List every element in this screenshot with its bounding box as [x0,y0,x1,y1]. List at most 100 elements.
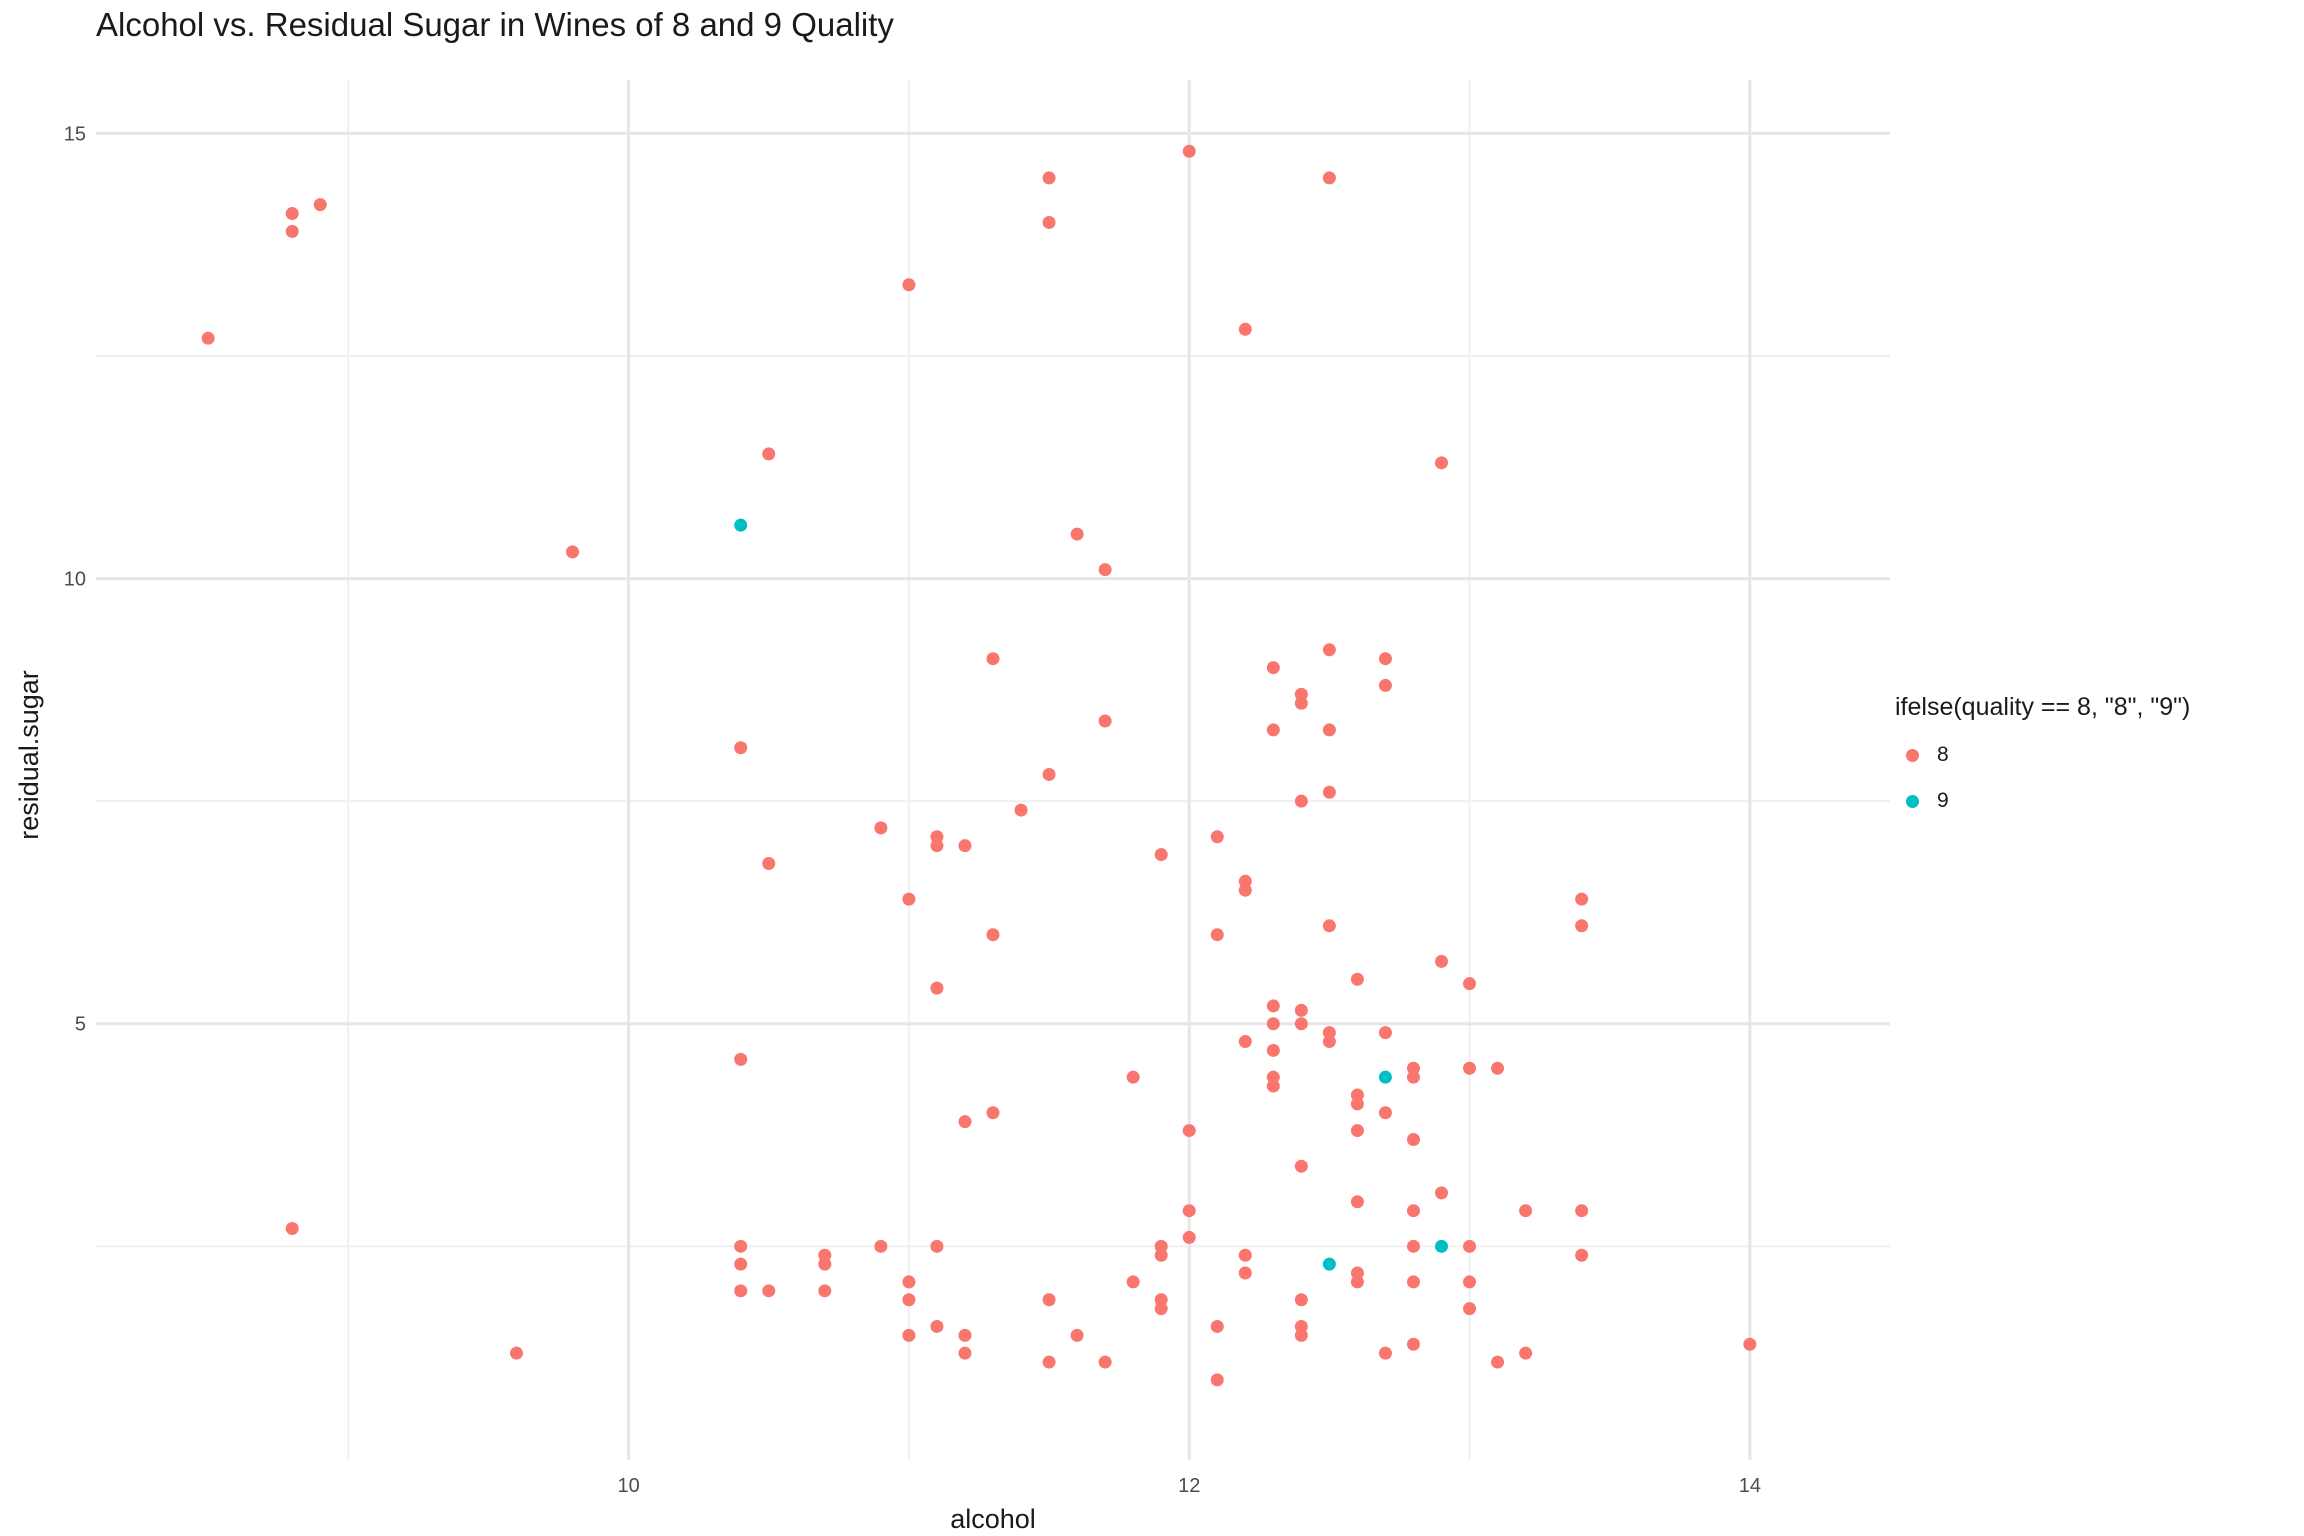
data-point-series-8 [902,892,916,906]
data-point-series-8 [1126,1070,1140,1084]
data-point-series-8 [1238,322,1252,336]
data-point-series-8 [958,839,972,853]
data-point-series-8 [1491,1355,1505,1369]
data-point-series-8 [1378,678,1392,692]
chart-title: Alcohol vs. Residual Sugar in Wines of 8… [96,6,894,43]
data-point-series-8 [1406,1239,1420,1253]
data-point-series-8 [1435,456,1448,470]
data-point-series-8 [1463,1275,1477,1289]
data-point-series-8 [566,545,580,559]
data-point-series-8 [1294,1293,1308,1307]
data-point-series-8 [1350,1195,1364,1209]
data-point-series-8 [1294,696,1308,710]
data-point-series-8 [902,1275,916,1289]
y-tick-label: 10 [64,569,86,591]
data-point-series-8 [1406,1275,1420,1289]
data-point-series-8 [1238,1266,1252,1280]
data-point-series-8 [201,331,215,345]
y-tick-label: 15 [64,123,86,145]
data-point-series-8 [1322,1026,1336,1040]
data-point-series-8 [1042,1355,1056,1369]
data-point-series-8 [1294,794,1308,808]
data-point-series-8 [1266,1043,1280,1057]
data-point-series-8 [1098,563,1112,577]
data-point-series-8 [734,1284,748,1298]
data-point-series-8 [818,1284,832,1298]
legend-label: 9 [1937,789,1949,812]
data-point-series-8 [1266,1079,1280,1093]
data-point-series-8 [1154,1239,1168,1253]
data-point-series-8 [762,856,776,870]
data-point-series-8 [1266,999,1280,1013]
data-point-series-8 [986,1106,1000,1120]
legend-label: 8 [1937,743,1949,766]
legend-dot-icon [1905,794,1919,808]
data-points [201,144,1757,1387]
data-point-series-8 [1322,643,1336,657]
data-point-series-8 [1463,977,1477,991]
data-point-series-8 [1350,1124,1364,1138]
data-point-series-8 [1435,954,1448,968]
data-point-series-8 [958,1115,972,1129]
data-point-series-8 [1350,1097,1364,1111]
data-point-series-8 [734,741,748,755]
x-tick-label: 14 [1739,1475,1761,1497]
data-point-series-8 [1378,652,1392,666]
data-point-series-8 [1519,1346,1533,1360]
data-point-series-8 [1126,1275,1140,1289]
data-point-series-8 [734,1239,748,1253]
data-point-series-9 [1435,1239,1448,1253]
data-point-series-8 [930,1319,944,1333]
data-point-series-8 [1378,1346,1392,1360]
data-point-series-8 [1238,1035,1252,1049]
data-point-series-8 [1322,171,1336,185]
data-point-series-8 [1463,1061,1477,1075]
data-point-series-8 [1042,171,1056,185]
data-point-series-8 [1182,1230,1196,1244]
data-point-series-8 [930,981,944,995]
data-point-series-8 [1294,1017,1308,1031]
data-point-series-8 [1350,1266,1364,1280]
data-point-series-8 [986,928,1000,942]
data-point-series-8 [1406,1204,1420,1218]
data-point-series-8 [1070,1328,1084,1342]
data-point-series-8 [930,1239,944,1253]
data-point-series-8 [1042,215,1056,229]
data-point-series-8 [902,1328,916,1342]
data-point-series-8 [1098,714,1112,728]
data-point-series-8 [1463,1239,1477,1253]
x-axis-title: alcohol [950,1504,1036,1534]
data-point-series-8 [1154,1248,1168,1262]
data-point-series-8 [1042,1293,1056,1307]
legend-dot-icon [1905,748,1919,762]
data-point-series-8 [1350,972,1364,986]
data-point-series-8 [1098,1355,1112,1369]
data-point-series-8 [1743,1337,1757,1351]
legend: ifelse(quality == 8, "8", "9") 8 9 [1895,693,2190,824]
data-point-series-8 [1294,687,1308,701]
data-point-series-8 [1182,1124,1196,1138]
legend-item-8: 8 [1895,732,2190,778]
data-point-series-8 [1294,1319,1308,1333]
data-point-series-8 [1575,1204,1589,1218]
data-point-series-8 [986,652,1000,666]
data-point-series-8 [1322,1035,1336,1049]
data-point-series-8 [1154,1302,1168,1316]
data-point-series-8 [1322,723,1336,737]
data-point-series-8 [1575,1248,1589,1262]
data-point-series-8 [1014,803,1028,817]
data-point-series-8 [1154,1293,1168,1307]
data-point-series-8 [1238,1248,1252,1262]
legend-key [1895,784,1929,818]
legend-item-9: 9 [1895,778,2190,824]
data-point-series-8 [930,839,944,853]
data-point-series-8 [1322,785,1336,799]
data-point-series-8 [509,1346,523,1360]
minor-gridlines [96,80,1890,1460]
data-point-series-8 [1154,848,1168,862]
data-point-series-8 [734,1052,748,1066]
data-point-series-8 [285,207,299,221]
data-point-series-8 [285,224,299,238]
data-point-series-8 [1519,1204,1533,1218]
